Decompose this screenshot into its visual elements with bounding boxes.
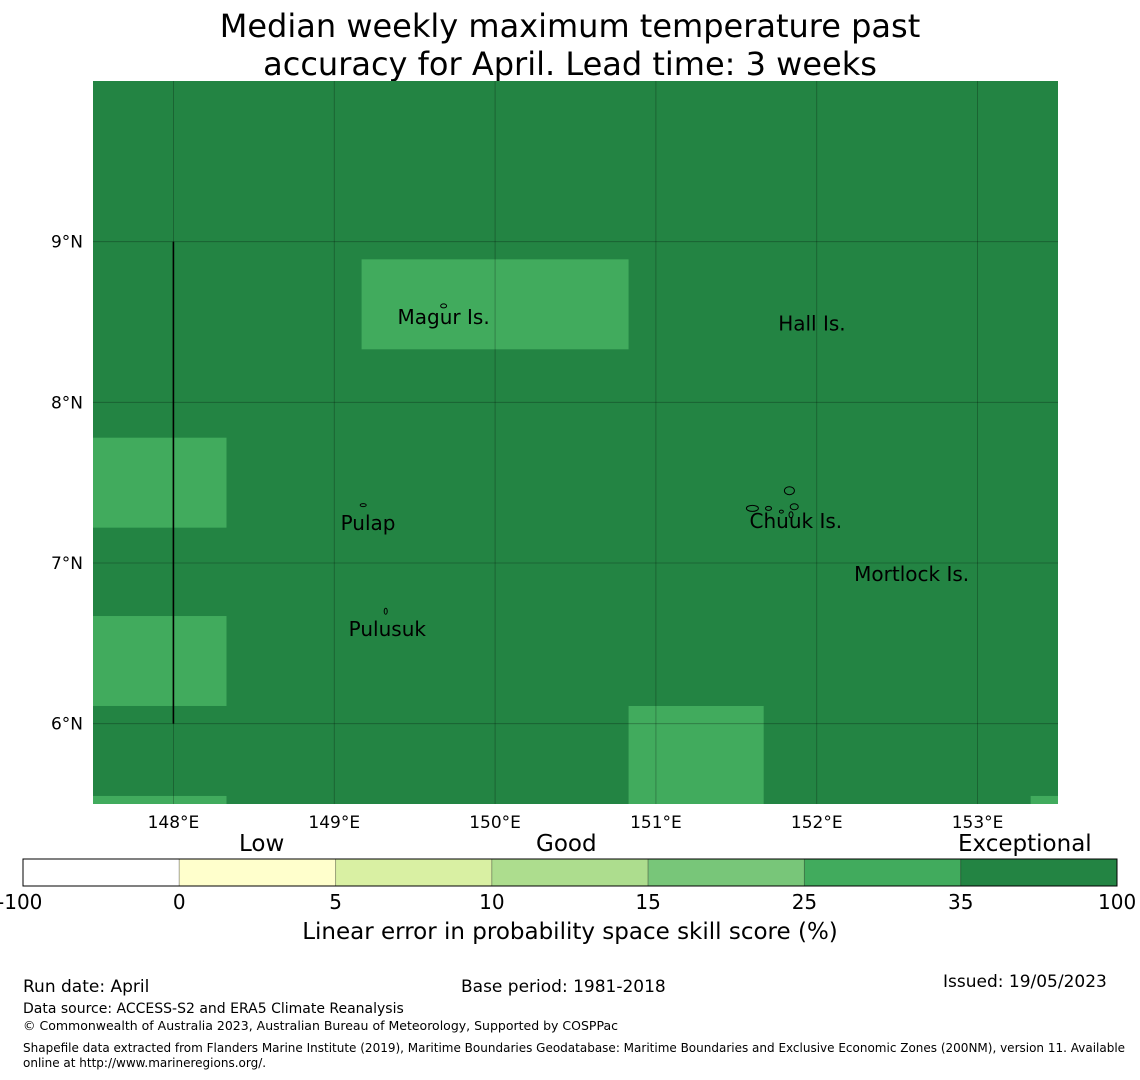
legend-category-exceptional: Exceptional	[958, 831, 1092, 857]
island-outline	[788, 511, 794, 519]
colorbar-segment	[335, 858, 493, 887]
lat-tick-label: 9°N	[51, 233, 83, 253]
place-label: Mortlock Is.	[854, 562, 969, 586]
place-label: Pulusuk	[349, 617, 427, 641]
island-outline	[745, 504, 759, 512]
skill-cell-0	[361, 259, 629, 350]
colorbar-tick-label: 15	[635, 890, 661, 914]
skill-cell-1	[93, 437, 227, 528]
island-outline	[765, 505, 772, 511]
place-label: Magur Is.	[398, 305, 490, 329]
run-date: Run date: April	[23, 977, 150, 997]
lat-tick-label: 7°N	[51, 554, 83, 574]
colorbar-tick-label: 10	[479, 890, 505, 914]
island-outline	[383, 607, 388, 615]
island-outline	[789, 503, 799, 511]
colorbar-tick-label: -100	[0, 890, 43, 914]
colorbar-tick-label: 25	[791, 890, 818, 914]
legend-category-good: Good	[536, 831, 597, 857]
skill-cell-4	[93, 795, 227, 804]
lat-tick-label: 8°N	[51, 393, 83, 413]
data-source: Data source: ACCESS-S2 and ERA5 Climate …	[23, 1001, 404, 1017]
colorbar-tick-label: 35	[947, 890, 974, 914]
colorbar-segment	[22, 858, 180, 887]
colorbar-tick-label: 5	[329, 890, 342, 914]
colorbar-segment	[178, 858, 337, 887]
colorbar-tick-label: 100	[1098, 890, 1137, 914]
colorbar-segment	[960, 858, 1118, 887]
lon-tick-label: 150°E	[469, 813, 521, 830]
lat-tick-label: 6°N	[51, 715, 83, 735]
lon-tick-label: 149°E	[308, 813, 360, 830]
lon-tick-label: 151°E	[630, 813, 682, 830]
island-outline	[359, 503, 367, 508]
place-label: Pulap	[341, 511, 396, 535]
map-panel: 148°E 149°E 150°E 151°E 152°E 153°E 6°N 7°N 8°N 9…	[51, 81, 1058, 830]
copyright-notice: © Commonwealth of Australia 2023, Austra…	[23, 1018, 618, 1033]
skill-cell-5	[1030, 795, 1058, 804]
map-title-line-2: accuracy for April. Lead time: 3 weeks	[263, 45, 877, 83]
place-label: Hall Is.	[778, 312, 845, 336]
colorbar-segment	[803, 858, 962, 887]
lon-tick-label: 148°E	[148, 813, 200, 830]
lon-tick-label: 152°E	[791, 813, 843, 830]
colorbar-label: Linear error in probability space skill …	[302, 919, 838, 945]
base-period: Base period: 1981-2018	[461, 977, 666, 997]
colorbar-tick-label: 0	[172, 890, 186, 914]
island-outline	[783, 486, 795, 496]
colorbar-frame	[22, 858, 1118, 887]
island-outline	[440, 303, 448, 309]
lon-tick-label: 153°E	[952, 813, 1004, 830]
colorbar-segment	[491, 858, 649, 887]
place-label: Chuuk Is.	[750, 509, 843, 533]
issued-date: Issued: 19/05/2023	[943, 972, 1107, 992]
island-outline	[778, 509, 784, 514]
shapefile-credit: Shapefile data extracted from Flanders M…	[23, 1041, 1126, 1070]
skill-cell-2	[93, 616, 227, 706]
map-background	[93, 81, 1058, 804]
colorbar-segment	[647, 858, 805, 887]
map-title-line-1: Median weekly maximum temperature past	[219, 7, 921, 45]
skill-cell-3	[628, 705, 764, 804]
legend-category-low: Low	[239, 831, 285, 857]
